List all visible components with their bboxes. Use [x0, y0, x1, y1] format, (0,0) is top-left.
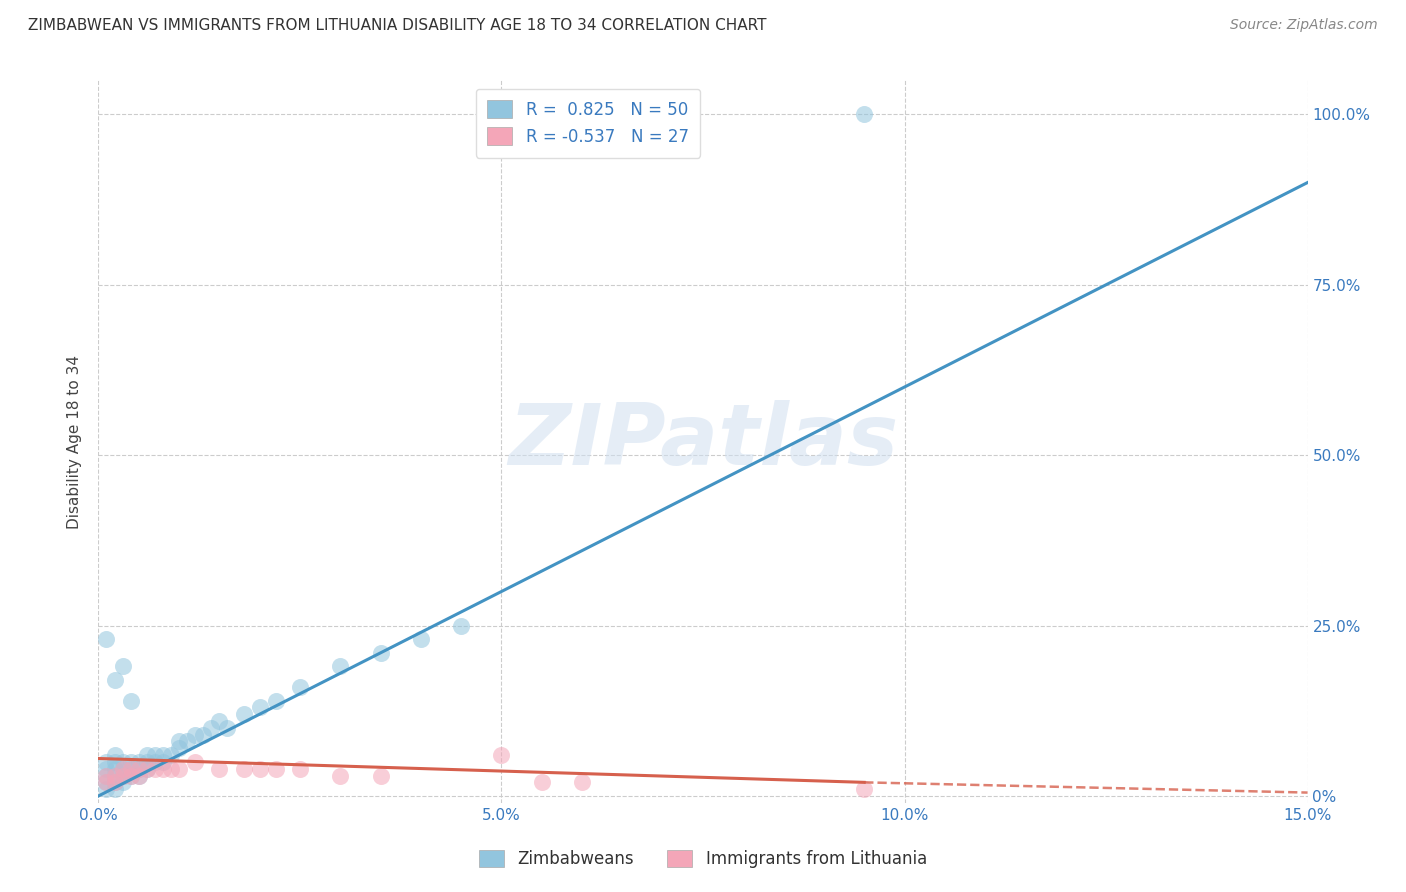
Point [103, 755, 125, 769]
Point [103, 782, 125, 797]
Point [111, 762, 134, 776]
Point [135, 762, 157, 776]
Point [96, 775, 118, 789]
Point [103, 775, 125, 789]
Point [853, 107, 876, 121]
Point [135, 748, 157, 763]
Point [135, 762, 157, 776]
Point [264, 693, 287, 707]
Point [96, 775, 118, 789]
Point [96, 782, 118, 797]
Point [120, 762, 142, 776]
Point [232, 707, 254, 722]
Point [152, 748, 174, 763]
Point [167, 734, 190, 748]
Point [120, 768, 142, 782]
Point [103, 673, 125, 687]
Point [111, 768, 134, 782]
Point [160, 748, 183, 763]
Point [232, 762, 254, 776]
Point [264, 762, 287, 776]
Point [152, 755, 174, 769]
Point [152, 762, 174, 776]
Point [853, 782, 876, 797]
Point [135, 755, 157, 769]
Point [120, 762, 142, 776]
Point [96, 768, 118, 782]
Point [120, 693, 142, 707]
Point [128, 768, 150, 782]
Point [128, 768, 150, 782]
Point [530, 775, 553, 789]
Point [249, 762, 271, 776]
Point [96, 755, 118, 769]
Point [184, 755, 207, 769]
Point [370, 646, 392, 660]
Point [329, 768, 352, 782]
Point [120, 768, 142, 782]
Text: ZIMBABWEAN VS IMMIGRANTS FROM LITHUANIA DISABILITY AGE 18 TO 34 CORRELATION CHAR: ZIMBABWEAN VS IMMIGRANTS FROM LITHUANIA … [28, 18, 766, 33]
Point [200, 721, 222, 735]
Point [491, 748, 513, 763]
Point [103, 768, 125, 782]
Point [167, 762, 190, 776]
Point [103, 748, 125, 763]
Point [167, 741, 190, 756]
Point [370, 768, 392, 782]
Point [96, 632, 118, 647]
Point [111, 768, 134, 782]
Point [96, 762, 118, 776]
Point [128, 762, 150, 776]
Point [143, 762, 166, 776]
Point [96, 768, 118, 782]
Point [208, 762, 231, 776]
Point [193, 728, 215, 742]
Y-axis label: Disability Age 18 to 34: Disability Age 18 to 34 [67, 354, 83, 529]
Point [120, 755, 142, 769]
Point [160, 762, 183, 776]
Point [208, 714, 231, 728]
Point [450, 618, 472, 632]
Point [184, 728, 207, 742]
Point [217, 721, 239, 735]
Legend: R =  0.825   N = 50, R = -0.537   N = 27: R = 0.825 N = 50, R = -0.537 N = 27 [475, 88, 700, 158]
Point [103, 762, 125, 776]
Point [143, 748, 166, 763]
Point [111, 659, 134, 673]
Point [103, 768, 125, 782]
Legend: Zimbabweans, Immigrants from Lithuania: Zimbabweans, Immigrants from Lithuania [472, 843, 934, 875]
Text: ZIPatlas: ZIPatlas [508, 400, 898, 483]
Point [288, 762, 311, 776]
Point [288, 680, 311, 694]
Point [571, 775, 593, 789]
Point [249, 700, 271, 714]
Point [111, 755, 134, 769]
Point [176, 734, 198, 748]
Point [409, 632, 432, 647]
Point [128, 755, 150, 769]
Point [111, 775, 134, 789]
Text: Source: ZipAtlas.com: Source: ZipAtlas.com [1230, 18, 1378, 32]
Point [111, 762, 134, 776]
Point [329, 659, 352, 673]
Point [143, 755, 166, 769]
Point [128, 762, 150, 776]
Point [103, 775, 125, 789]
